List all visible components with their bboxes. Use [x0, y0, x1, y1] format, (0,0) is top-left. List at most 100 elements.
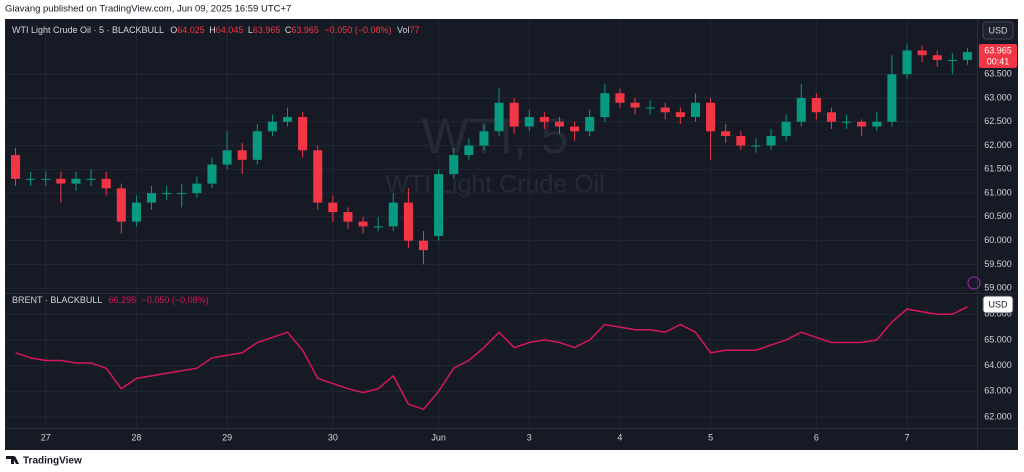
candle-body: [872, 121, 882, 127]
currency-label[interactable]: USD: [988, 299, 1008, 309]
y-tick-label: 63.000: [984, 92, 1012, 102]
x-tick-label: 4: [617, 432, 622, 442]
candle-body: [826, 112, 836, 122]
candle-body: [645, 107, 655, 109]
legend-value: 77: [410, 25, 420, 35]
candle-body: [615, 93, 625, 103]
x-tick-label: 29: [222, 432, 232, 442]
candle-body: [811, 97, 821, 113]
y-tick-label: 63.000: [984, 386, 1012, 396]
currency-button[interactable]: USD: [982, 21, 1014, 40]
price-tag-box: [979, 44, 1017, 68]
candle-body: [464, 145, 474, 156]
y-tick-label: 62.000: [984, 140, 1012, 150]
publish-header: Giavang published on TradingView.com, Ju…: [5, 4, 291, 15]
y-tick-label: 61.000: [984, 187, 1012, 197]
candle-body: [222, 150, 232, 165]
candle-body: [902, 50, 912, 75]
candle-body: [570, 126, 580, 132]
candle-body: [252, 131, 262, 160]
candle-body: [962, 52, 972, 60]
y-tick-label: 64.000: [984, 360, 1012, 370]
candle-body: [237, 150, 247, 160]
candle-body: [192, 183, 202, 194]
candle-body: [721, 131, 731, 137]
x-tick-label: 28: [131, 432, 141, 442]
y-tick-label: 62.000: [984, 411, 1012, 421]
candle-body: [26, 178, 36, 180]
x-tick-label: 6: [814, 432, 819, 442]
y-tick-label: 62.500: [984, 116, 1012, 126]
legend-label: C: [285, 25, 292, 35]
candle-body: [509, 102, 519, 127]
candle-body: [766, 136, 776, 146]
currency-label[interactable]: USD: [988, 25, 1008, 35]
price-line: [15, 306, 968, 411]
candle-body: [887, 74, 897, 122]
watermark-subtitle: WTI Light Crude Oil: [385, 171, 605, 199]
candle-body: [947, 59, 957, 61]
y-tick-label: 59.000: [984, 283, 1012, 293]
candle-body: [600, 93, 610, 118]
legend-label: L: [248, 25, 253, 35]
currency-box[interactable]: [982, 295, 1014, 314]
price-tag-value: 63.965: [984, 45, 1012, 55]
y-tick-label: 63.500: [984, 69, 1012, 79]
candle-body: [585, 117, 595, 132]
footer-logo: TradingView: [6, 456, 82, 467]
candle-body: [56, 178, 66, 184]
candle-body: [418, 240, 429, 251]
candle-body: [857, 121, 867, 127]
y-tick-label: 61.500: [984, 164, 1012, 174]
currency-button[interactable]: USD: [982, 295, 1014, 314]
candle-body: [41, 178, 51, 180]
candle-body: [358, 221, 368, 227]
candle-body: [11, 155, 21, 179]
candle-body: [524, 117, 534, 127]
legend-change: −0.050 (−0.08%): [324, 25, 391, 35]
y-tick-label: 65.000: [984, 334, 1012, 344]
x-tick-label: 30: [328, 432, 338, 442]
currency-box[interactable]: [982, 21, 1014, 40]
candle-body: [328, 202, 338, 213]
candle-body: [706, 102, 716, 132]
price-tag-countdown: 00:41: [987, 56, 1010, 66]
x-tick-label: Jun: [431, 432, 446, 442]
candle-body: [162, 193, 172, 195]
logo-icon: [6, 456, 19, 464]
wti-legend: WTI Light Crude Oil · 5 · BLACKBULL O64.…: [12, 25, 420, 35]
legend-label: Vol: [397, 25, 410, 35]
chart-background: [5, 19, 1018, 450]
y-tick-label: 60.500: [984, 211, 1012, 221]
candle-body: [147, 193, 157, 203]
candle-body: [554, 121, 565, 127]
candle-body: [131, 202, 141, 222]
x-tick-label: 3: [527, 432, 532, 442]
legend-value: 63.965: [253, 25, 281, 35]
legend-label: H: [209, 25, 216, 35]
legend-title: WTI Light Crude Oil · 5 · BLACKBULL: [12, 25, 164, 35]
candle-body: [343, 212, 353, 222]
candle-body: [932, 55, 942, 60]
candle-body: [388, 202, 398, 227]
alert-icon[interactable]: [967, 276, 981, 290]
candle-body: [630, 102, 640, 108]
candle-body: [373, 226, 383, 228]
legend-value: 64.025: [177, 25, 205, 35]
brent-legend: BRENT · BLACKBULL 66.295 −0.050 (−0.08%): [12, 295, 209, 305]
legend-label: O: [170, 25, 177, 35]
candle-body: [494, 102, 504, 132]
candle-body: [207, 164, 217, 184]
x-tick-label: 7: [905, 432, 910, 442]
candle-body: [917, 50, 927, 56]
legend-value: 66.295: [109, 295, 137, 305]
marks: 59.000 59.500 60.000 60.500 61.000 61.500 62.0…: [11, 43, 1012, 442]
candle-body: [403, 202, 413, 241]
legend-value: 63.965: [291, 25, 319, 35]
candle-body: [298, 117, 308, 151]
candle-body: [101, 178, 111, 189]
candle-body: [690, 102, 701, 118]
legend-title: BRENT · BLACKBULL: [12, 295, 102, 305]
footer-brand: TradingView: [23, 456, 82, 467]
candle-body: [449, 155, 459, 175]
